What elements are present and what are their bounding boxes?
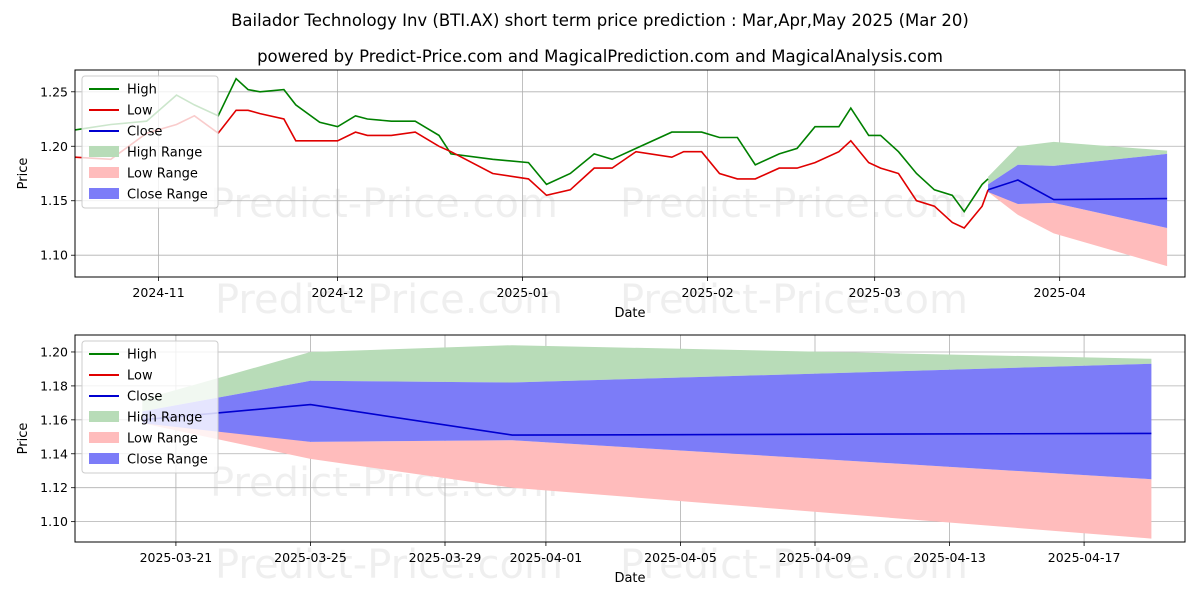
x-tick-label: 2025-03-25 bbox=[274, 550, 347, 565]
legend-label-low-range: Low Range bbox=[127, 167, 198, 182]
legend-label-high: High bbox=[127, 348, 157, 363]
x-tick-label: 2025-03 bbox=[849, 285, 901, 300]
x-tick-label: 2025-04-05 bbox=[644, 550, 717, 565]
x-tick-label: 2025-04 bbox=[1034, 285, 1086, 300]
high-range-band bbox=[142, 345, 1152, 412]
legend-swatch-low-range bbox=[89, 432, 119, 443]
legend-swatch-high-range bbox=[89, 411, 119, 422]
close-series-line bbox=[987, 179, 1168, 201]
axes-frame bbox=[74, 69, 1186, 278]
x-tick-label: 2025-04-01 bbox=[510, 550, 583, 565]
legend-label-high: High bbox=[127, 83, 157, 98]
legend-label-high-range: High Range bbox=[127, 146, 202, 161]
watermark: Predict-Price.com bbox=[210, 181, 558, 227]
watermark: Predict-Price.com bbox=[620, 277, 968, 323]
x-tick-label: 2025-03-29 bbox=[409, 550, 482, 565]
legend-label-close: Close bbox=[127, 390, 162, 405]
high-range-band bbox=[988, 141, 1168, 185]
watermark: Predict-Price.com bbox=[215, 277, 563, 323]
y-tick-label: 1.20 bbox=[40, 139, 68, 154]
legend-swatch-low-range bbox=[89, 167, 119, 178]
y-axis-label: Price bbox=[16, 423, 31, 455]
watermark: Predict-Price.com bbox=[215, 542, 563, 588]
legend-label-low: Low bbox=[127, 369, 153, 384]
legend-label-low-range: Low Range bbox=[127, 432, 198, 447]
legend-label-low: Low bbox=[127, 104, 153, 119]
y-tick-label: 1.16 bbox=[40, 412, 68, 427]
y-tick-label: 1.10 bbox=[40, 514, 68, 529]
close-series-line bbox=[142, 403, 1152, 436]
y-tick-label: 1.15 bbox=[40, 193, 68, 208]
x-tick-label: 2025-01 bbox=[496, 285, 548, 300]
y-tick-label: 1.14 bbox=[40, 446, 68, 461]
watermark: Predict-Price.com bbox=[620, 542, 968, 588]
x-tick-label: 2025-03-21 bbox=[140, 550, 213, 565]
x-tick-label: 2025-04-17 bbox=[1048, 550, 1121, 565]
legend-swatch-close-range bbox=[89, 453, 119, 464]
y-tick-label: 1.25 bbox=[40, 84, 68, 99]
legend-label-close-range: Close Range bbox=[127, 453, 208, 468]
x-tick-label: 2025-04-09 bbox=[779, 550, 852, 565]
close-range-band bbox=[142, 363, 1152, 480]
y-tick-label: 1.18 bbox=[40, 378, 68, 393]
x-axis-label: Date bbox=[614, 306, 645, 321]
history-chart-panel: Predict-Price.com Predict-Price.com Predic… bbox=[16, 69, 1186, 323]
low-range-band bbox=[142, 419, 1152, 539]
legend-label-high-range: High Range bbox=[127, 411, 202, 426]
close-range-band bbox=[988, 153, 1168, 228]
legend-label-close: Close bbox=[127, 125, 162, 140]
low-series-line bbox=[75, 109, 989, 229]
x-axis-label: Date bbox=[614, 571, 645, 586]
y-axis-label: Price bbox=[16, 158, 31, 190]
legend-label-close-range: Close Range bbox=[127, 188, 208, 203]
x-tick-label: 2024-11 bbox=[132, 285, 184, 300]
x-tick-label: 2025-02 bbox=[681, 285, 733, 300]
chart-title: Bailador Technology Inv (BTI.AX) short t… bbox=[231, 11, 969, 30]
high-series-line bbox=[75, 77, 989, 214]
x-tick-label: 2025-04-13 bbox=[913, 550, 986, 565]
axes-frame bbox=[74, 334, 1186, 543]
x-tick-label: 2024-12 bbox=[311, 285, 363, 300]
low-range-band bbox=[988, 189, 1168, 267]
watermark: Predict-Price.com bbox=[620, 181, 968, 227]
legend-swatch-high-range bbox=[89, 146, 119, 157]
y-tick-label: 1.20 bbox=[40, 344, 68, 359]
chart-subtitle: powered by Predict-Price.com and Magical… bbox=[257, 47, 943, 66]
y-tick-label: 1.10 bbox=[40, 248, 68, 263]
y-tick-label: 1.12 bbox=[40, 480, 68, 495]
legend-swatch-close-range bbox=[89, 188, 119, 199]
